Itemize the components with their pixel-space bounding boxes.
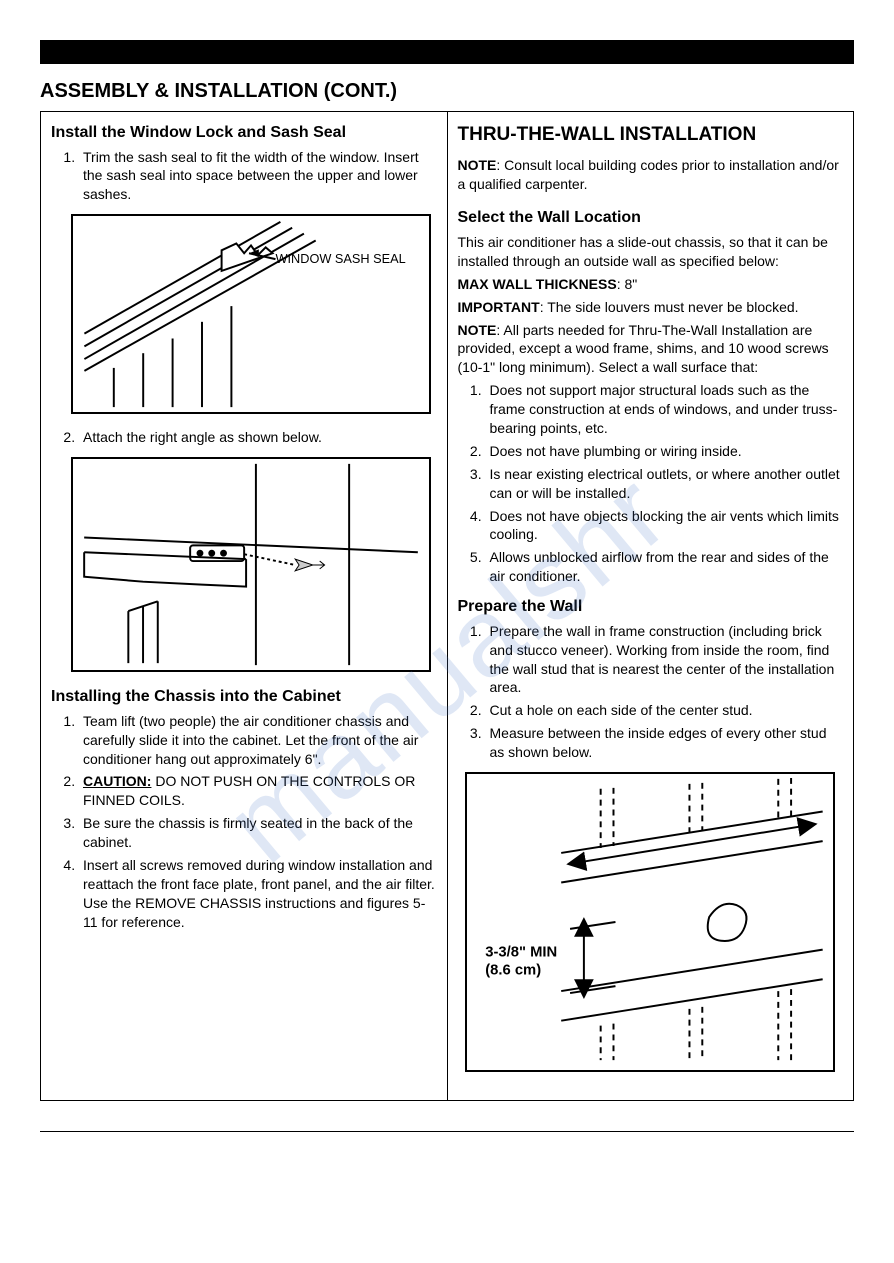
max-wall-thickness: MAX WALL THICKNESS: 8" (458, 275, 844, 294)
important-label: IMPORTANT (458, 299, 540, 315)
wall-stud-figure: 3-3/8" MIN (8.6 cm) (465, 772, 835, 1072)
page-container: ASSEMBLY & INSTALLATION (CONT.) Install … (0, 0, 894, 1152)
list-item: CAUTION: DO NOT PUSH ON THE CONTROLS OR … (79, 772, 437, 810)
fig3-label1: 3-3/8" MIN (485, 945, 557, 961)
maxwall-value: : 8" (617, 276, 638, 292)
two-column-layout: Install the Window Lock and Sash Seal Tr… (40, 111, 854, 1101)
list-item: Is near existing electrical outlets, or … (486, 465, 844, 503)
important-text: : The side louvers must never be blocked… (540, 299, 799, 315)
select-wall-list: Does not support major structural loads … (458, 381, 844, 586)
note2-text: : All parts needed for Thru-The-Wall Ins… (458, 322, 829, 376)
sash-seal-label: WINDOW SASH SEAL (276, 251, 406, 266)
select-wall-intro: This air conditioner has a slide-out cha… (458, 233, 844, 271)
list-item: Measure between the inside edges of ever… (486, 724, 844, 762)
list-item: Does not support major structural loads … (486, 381, 844, 438)
installing-chassis-title: Installing the Chassis into the Cabinet (51, 686, 437, 708)
right-column: THRU-THE-WALL INSTALLATION NOTE: Consult… (448, 112, 854, 1100)
left-column: Install the Window Lock and Sash Seal Tr… (41, 112, 448, 1100)
note2-label: NOTE (458, 322, 497, 338)
installing-chassis-list: Team lift (two people) the air condition… (51, 712, 437, 932)
select-wall-title: Select the Wall Location (458, 207, 844, 229)
window-sash-seal-figure: WINDOW SASH SEAL (71, 214, 431, 414)
maxwall-label: MAX WALL THICKNESS (458, 276, 617, 292)
important-line: IMPORTANT: The side louvers must never b… (458, 298, 844, 317)
fig3-label2: (8.6 cm) (485, 962, 541, 978)
thru-wall-title: THRU-THE-WALL INSTALLATION (458, 122, 844, 148)
list-item: Does not have objects blocking the air v… (486, 507, 844, 545)
note-text: : Consult local building codes prior to … (458, 157, 839, 192)
note-paragraph: NOTE: Consult local building codes prior… (458, 156, 844, 194)
right-angle-figure (71, 457, 431, 672)
footer-rule (40, 1131, 854, 1132)
note2-line: NOTE: All parts needed for Thru-The-Wall… (458, 321, 844, 378)
header-bar (40, 40, 854, 64)
list-item: Allows unblocked airflow from the rear a… (486, 548, 844, 586)
install-window-lock-list: Trim the sash seal to fit the width of t… (51, 148, 437, 205)
list-item: Insert all screws removed during window … (79, 856, 437, 932)
install-window-lock-list-2: Attach the right angle as shown below. (51, 428, 437, 447)
list-item: Trim the sash seal to fit the width of t… (79, 148, 437, 205)
prepare-wall-title: Prepare the Wall (458, 596, 844, 618)
note-label: NOTE (458, 157, 497, 173)
list-item: Cut a hole on each side of the center st… (486, 701, 844, 720)
list-item: Prepare the wall in frame construction (… (486, 622, 844, 698)
list-item: Team lift (two people) the air condition… (79, 712, 437, 769)
prepare-wall-list: Prepare the wall in frame construction (… (458, 622, 844, 762)
list-item: Be sure the chassis is firmly seated in … (79, 814, 437, 852)
install-window-lock-title: Install the Window Lock and Sash Seal (51, 122, 437, 144)
caution-label: CAUTION: (83, 773, 151, 789)
page-title: ASSEMBLY & INSTALLATION (CONT.) (40, 80, 854, 103)
list-item: Does not have plumbing or wiring inside. (486, 442, 844, 461)
list-item: Attach the right angle as shown below. (79, 428, 437, 447)
